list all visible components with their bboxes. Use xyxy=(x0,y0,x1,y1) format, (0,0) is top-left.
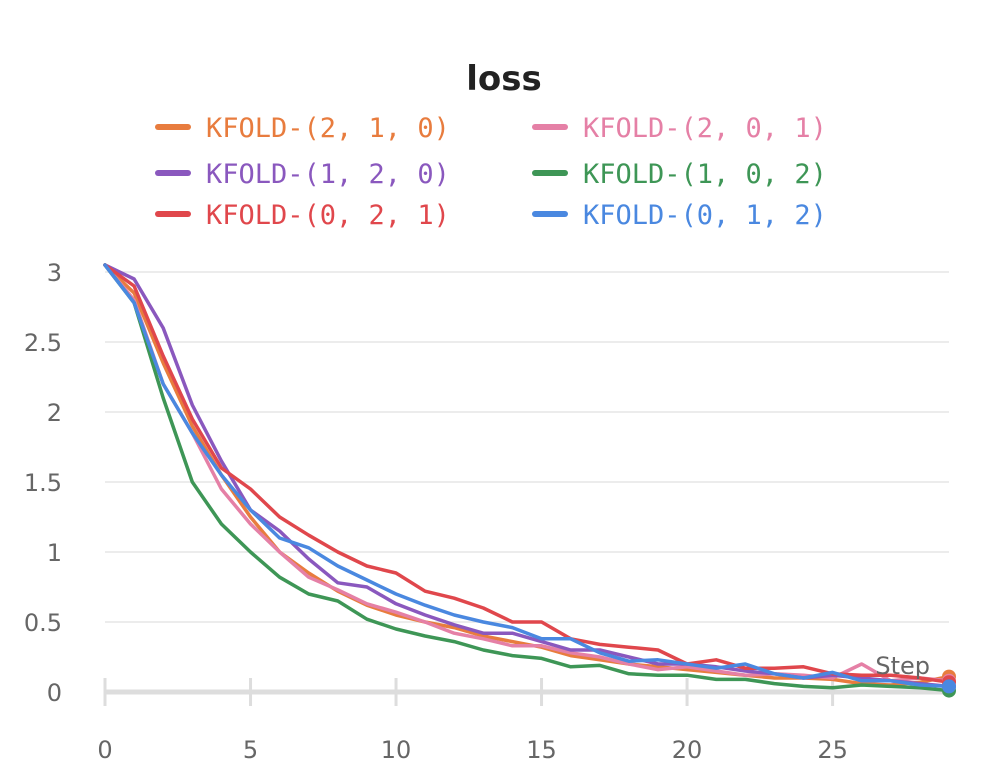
x-tick-label: 5 xyxy=(243,736,258,764)
y-tick-label: 0 xyxy=(47,679,62,707)
y-tick-label: 1 xyxy=(47,539,62,567)
x-tick-label: 0 xyxy=(97,736,112,764)
legend-entry: KFOLD-(0, 2, 1) xyxy=(206,200,450,231)
legend-entry: KFOLD-(0, 1, 2) xyxy=(583,200,827,231)
x-tick-label: 25 xyxy=(817,736,848,764)
x-tick-label: 10 xyxy=(381,736,412,764)
series-lines xyxy=(103,263,951,693)
series-line xyxy=(103,263,951,684)
y-tick-label: 2 xyxy=(47,399,62,427)
y-tick-label: 0.5 xyxy=(24,609,62,637)
y-axis: 0 0.5 1 1.5 2 2.5 3 xyxy=(24,259,62,707)
gridlines xyxy=(105,271,949,695)
x-tick-label: 15 xyxy=(526,736,557,764)
x-tick-label: 20 xyxy=(672,736,703,764)
legend-entry: KFOLD-(2, 1, 0) xyxy=(206,113,450,144)
series-endpoints xyxy=(942,669,956,698)
x-axis: 0 5 10 15 20 25 xyxy=(97,678,848,764)
legend-entry: KFOLD-(1, 0, 2) xyxy=(583,159,827,190)
series-endpoint xyxy=(942,679,956,694)
series-line xyxy=(103,263,951,683)
y-tick-label: 3 xyxy=(47,259,62,287)
legend: KFOLD-(2, 1, 0) KFOLD-(2, 0, 1) KFOLD-(1, … xyxy=(155,113,827,231)
series-line xyxy=(103,263,951,693)
legend-entry: KFOLD-(1, 2, 0) xyxy=(206,159,450,190)
chart-title: loss xyxy=(466,59,542,99)
y-tick-label: 2.5 xyxy=(24,329,62,357)
series-line xyxy=(103,263,951,689)
x-axis-label: Step xyxy=(875,652,930,680)
y-tick-label: 1.5 xyxy=(24,469,62,497)
legend-entry: KFOLD-(2, 0, 1) xyxy=(583,113,827,144)
